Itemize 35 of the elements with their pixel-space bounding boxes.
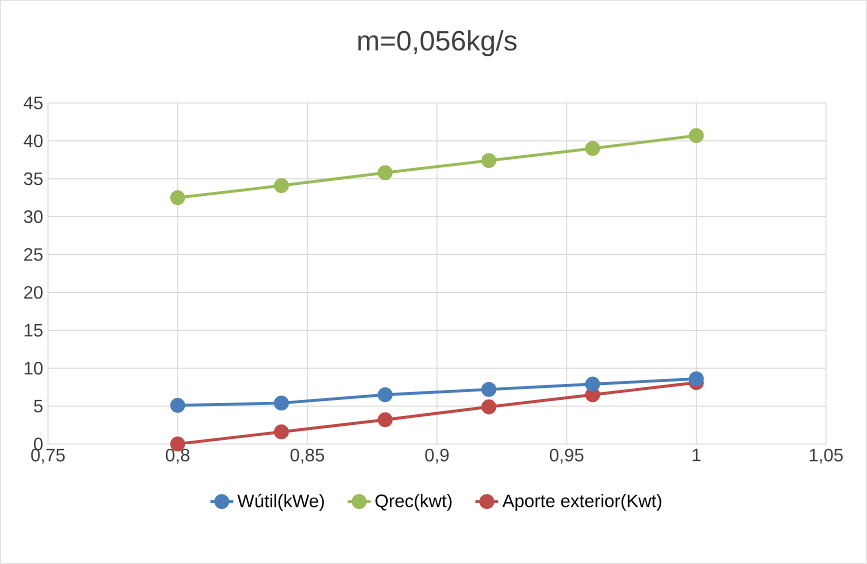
y-tick-label: 10: [24, 362, 43, 375]
point: [378, 165, 393, 180]
point: [481, 382, 496, 397]
point: [481, 399, 496, 414]
y-tick-label: 40: [24, 134, 43, 148]
point: [274, 396, 289, 411]
point: [378, 387, 393, 402]
y-tick-label: 30: [24, 210, 43, 224]
point: [585, 376, 600, 392]
chart-title: m=0,056kg/s: [358, 30, 517, 56]
x-tick-label: 0,8: [166, 448, 190, 464]
point: [274, 424, 289, 440]
y-tick-label: 45: [24, 96, 43, 110]
point: [274, 178, 289, 194]
point: [170, 190, 186, 206]
x-tick-label: 1: [692, 448, 700, 462]
y-tick-label: 25: [24, 248, 43, 261]
legend-label: Aporte exterior(Kwt): [502, 494, 662, 511]
point: [688, 128, 704, 144]
x-tick-label: 0,85: [290, 448, 324, 464]
x-tick-label: 0,95: [550, 448, 584, 464]
x-tick-label: 0,75: [31, 448, 65, 464]
point: [481, 153, 496, 168]
legend-label: Wútil(kWe): [237, 494, 324, 511]
y-tick-label: 5: [34, 400, 43, 412]
point: [585, 140, 600, 156]
y-tick-label: 20: [24, 286, 43, 299]
y-tick-label: 15: [24, 324, 43, 337]
legend-label: Qrec(kwt): [376, 494, 452, 511]
y-tick-label: 35: [24, 172, 43, 186]
point: [378, 412, 393, 428]
x-tick-label: 1,05: [810, 448, 843, 464]
point: [688, 371, 704, 386]
x-tick-label: 0,9: [425, 448, 449, 464]
point: [170, 398, 186, 413]
